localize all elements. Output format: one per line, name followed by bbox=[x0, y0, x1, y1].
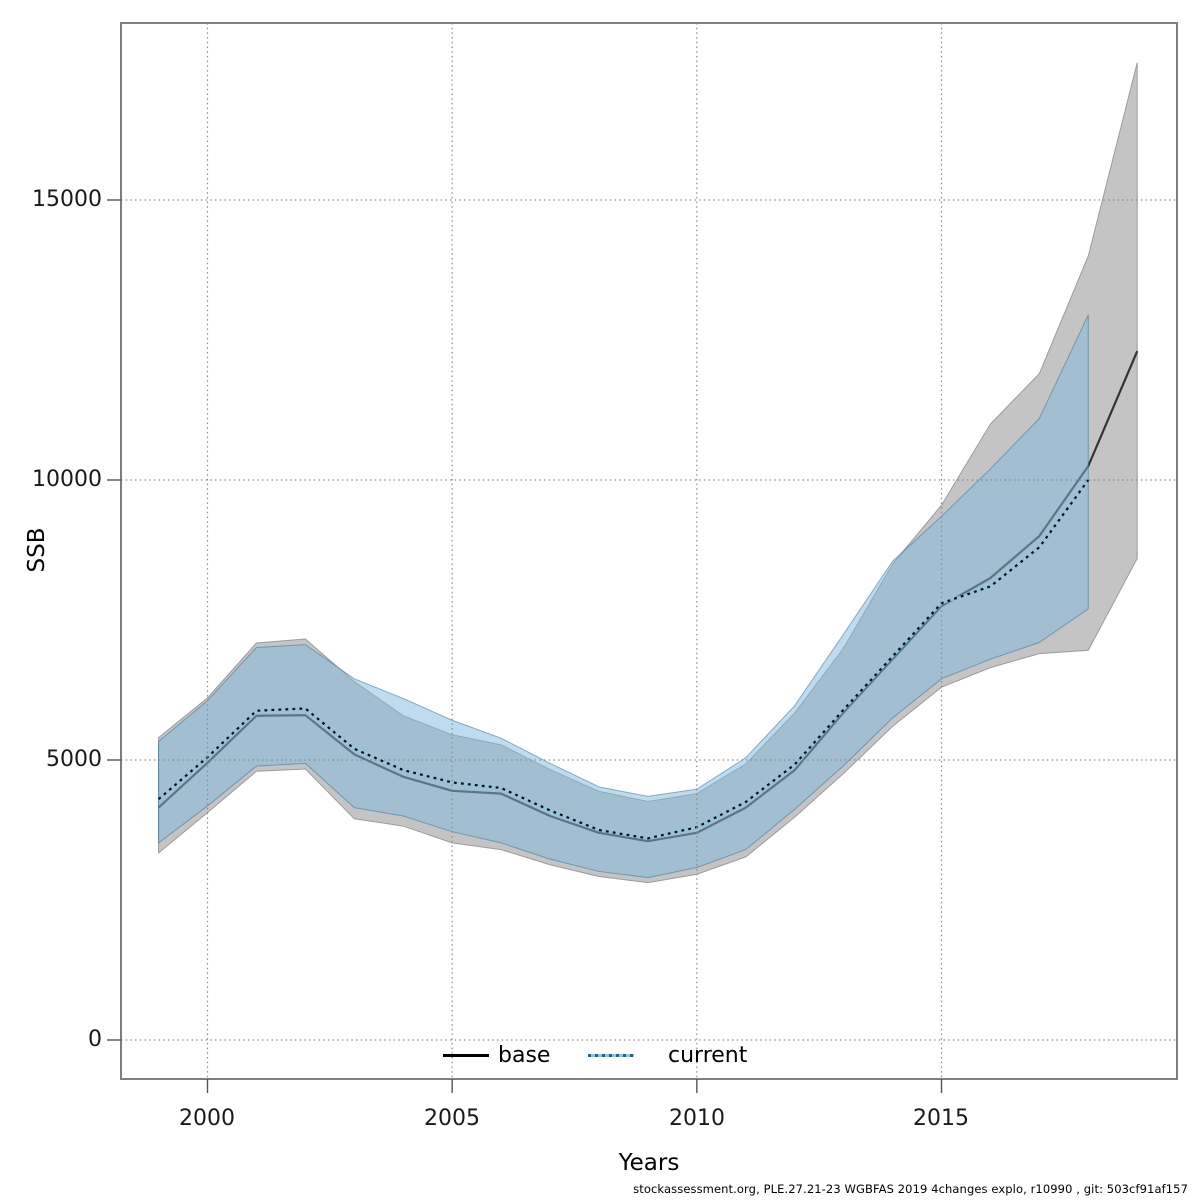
x-tick-label-2015: 2015 bbox=[913, 1106, 969, 1131]
current-line bbox=[157, 479, 1090, 840]
axis-tick-marks bbox=[107, 199, 943, 1093]
x-axis-title: Years bbox=[618, 1150, 680, 1176]
y-tick-label-10000: 10000 bbox=[32, 467, 102, 492]
legend-base-label: base bbox=[498, 1043, 551, 1068]
grid-lines bbox=[121, 23, 1177, 1079]
current-confidence-band bbox=[158, 314, 1089, 879]
x-tick-label-2005: 2005 bbox=[424, 1106, 480, 1131]
y-tick-label-5000: 5000 bbox=[46, 747, 102, 772]
source-caption: stockassessment.org, PLE.27.21-23 WGBFAS… bbox=[633, 1182, 1188, 1196]
y-tick-label-0: 0 bbox=[88, 1027, 102, 1052]
x-tick-label-2010: 2010 bbox=[669, 1106, 725, 1131]
legend-base-line-sample bbox=[443, 1054, 489, 1057]
plot-frame bbox=[120, 22, 1178, 1080]
legend-current-label: current bbox=[668, 1043, 748, 1068]
y-tick-label-15000: 15000 bbox=[32, 187, 102, 212]
legend-current-line-sample bbox=[588, 1054, 634, 1057]
y-axis-title: SSB bbox=[24, 527, 50, 573]
x-tick-label-2000: 2000 bbox=[179, 1106, 235, 1131]
